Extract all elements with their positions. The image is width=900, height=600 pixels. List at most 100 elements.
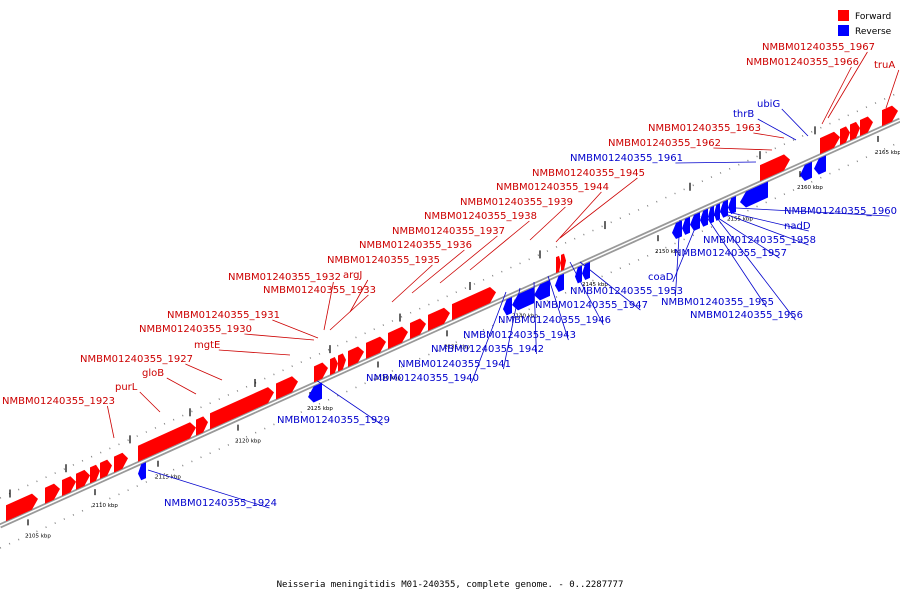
tick-label: 2110 kbp — [92, 503, 118, 509]
forward-gene — [388, 326, 408, 349]
tick-label: 2165 kbp — [875, 150, 900, 156]
forward-gene — [452, 286, 496, 321]
leader-line — [147, 469, 270, 509]
gene-label: NMBM01240355_1955 — [661, 297, 774, 308]
gene-label: argJ — [343, 270, 362, 281]
forward-gene — [45, 483, 60, 504]
forward-gene — [62, 476, 76, 497]
gene-features — [6, 105, 898, 522]
reverse-gene — [138, 462, 146, 481]
legend-reverse-swatch — [838, 25, 849, 36]
legend-forward-swatch — [838, 10, 849, 21]
leader-line — [272, 319, 319, 339]
reverse-gene — [714, 203, 720, 221]
leader-line — [139, 391, 161, 413]
gene-label: NMBM01240355_1942 — [431, 344, 544, 355]
gene-label: truA — [874, 60, 895, 71]
leader-line — [885, 69, 900, 109]
gene-label: NMBM01240355_1961 — [570, 153, 683, 164]
reverse-gene — [800, 161, 812, 181]
reverse-gene — [534, 279, 550, 301]
tick-label: 2145 kbp — [582, 282, 608, 288]
leader-line — [533, 281, 537, 355]
forward-gene — [276, 376, 298, 400]
backbone — [0, 117, 900, 529]
reverse-gene — [682, 216, 690, 235]
gene-label: NMBM01240355_1967 — [762, 42, 875, 53]
leader-line — [315, 379, 383, 426]
leader-line — [757, 118, 797, 141]
gene-label: NMBM01240355_1956 — [690, 310, 803, 321]
reverse-gene — [672, 220, 682, 240]
leader-line — [827, 51, 868, 119]
gene-label: NMBM01240355_1963 — [648, 123, 761, 134]
leader-line — [349, 279, 369, 313]
forward-gene — [348, 346, 364, 368]
leader-line — [713, 147, 773, 151]
tick-label: 2115 kbp — [155, 475, 181, 481]
leader-line — [713, 213, 796, 321]
gene-label: ubiG — [757, 99, 780, 110]
genome-caption: Neisseria meningitidis M01-240355, compl… — [277, 580, 624, 590]
leader-line — [547, 275, 569, 341]
forward-gene — [760, 154, 790, 182]
forward-gene — [90, 464, 100, 484]
gene-label: NMBM01240355_1939 — [460, 197, 573, 208]
forward-gene — [556, 255, 561, 274]
forward-gene — [138, 422, 196, 462]
leader-line — [329, 294, 369, 331]
gene-label: NMBM01240355_1945 — [532, 168, 645, 179]
leader-line — [821, 66, 852, 125]
gene-label: NMBM01240355_1947 — [535, 300, 648, 311]
scale-line-upper — [0, 91, 900, 499]
legend-reverse-label: Reverse — [855, 27, 892, 37]
leader-line — [323, 281, 334, 331]
forward-gene — [428, 307, 450, 331]
gene-label: nadD — [784, 221, 811, 232]
leader-line — [727, 211, 809, 232]
forward-gene — [820, 131, 840, 155]
forward-gene — [850, 121, 860, 141]
gene-label: NMBM01240355_1933 — [263, 285, 376, 296]
leader-line — [781, 108, 809, 137]
leader-line — [471, 291, 507, 384]
leader-line — [555, 191, 602, 243]
gene-label: NMBM01240355_1946 — [498, 315, 611, 326]
forward-gene — [410, 318, 426, 340]
gene-label: purL — [115, 382, 138, 393]
gene-label: NMBM01240355_1957 — [674, 248, 787, 259]
gene-label: NMBM01240355_1962 — [608, 138, 721, 149]
gene-label: NMBM01240355_1937 — [392, 226, 505, 237]
forward-gene — [338, 353, 346, 372]
tick-label: 2160 kbp — [797, 185, 823, 191]
forward-gene — [366, 336, 386, 359]
gene-label: NMBM01240355_1931 — [167, 310, 280, 321]
leader-line — [529, 206, 566, 241]
leader-lines — [107, 51, 900, 509]
forward-gene — [840, 126, 850, 146]
forward-gene — [114, 452, 128, 473]
leader-line — [244, 333, 315, 341]
leader-line — [711, 213, 780, 259]
forward-gene — [314, 362, 328, 383]
gene-label: NMBM01240355_1929 — [277, 415, 390, 426]
reverse-gene — [700, 208, 708, 227]
tick-label: 2140 kbp — [512, 314, 538, 320]
gene-label: NMBM01240355_1953 — [570, 286, 683, 297]
leader-line — [218, 349, 291, 356]
reverse-gene — [555, 273, 564, 293]
gene-label: NMBM01240355_1927 — [80, 354, 193, 365]
gene-label: NMBM01240355_1923 — [2, 396, 115, 407]
gene-label: gloB — [142, 368, 164, 379]
gene-label: NMBM01240355_1932 — [228, 272, 341, 283]
leader-line — [166, 377, 197, 395]
tick-label: 2120 kbp — [235, 439, 261, 445]
reverse-gene — [512, 287, 534, 311]
tick-label: 2150 kbp — [655, 249, 681, 255]
reverse-gene — [720, 199, 728, 218]
leader-line — [735, 207, 890, 217]
leader-line — [185, 363, 223, 381]
gene-label: NMBM01240355_1941 — [398, 359, 511, 370]
reverse-gene — [308, 382, 322, 403]
